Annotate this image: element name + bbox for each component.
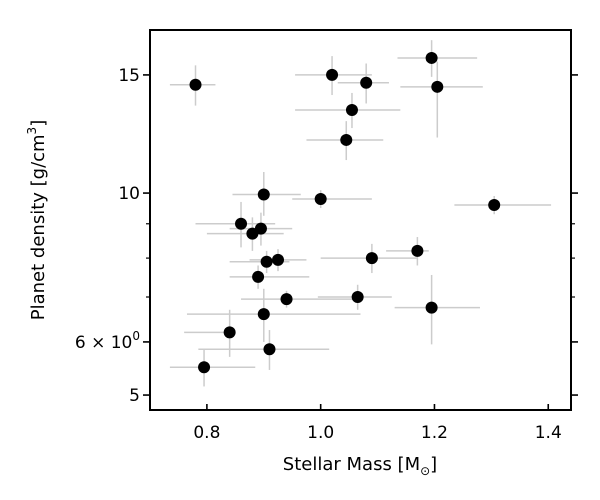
data-point-10 xyxy=(488,198,501,211)
errorbar-20 xyxy=(241,290,361,308)
errorbar-21 xyxy=(394,274,480,345)
data-point-19 xyxy=(351,291,364,304)
errorbar-10 xyxy=(454,195,552,215)
data-point-14 xyxy=(411,244,424,257)
errorbar-18 xyxy=(229,265,310,289)
y-tick-label: 6 × 100 xyxy=(75,329,140,353)
data-point-25 xyxy=(198,361,211,374)
data-point-17 xyxy=(260,255,273,268)
data-point-2 xyxy=(326,68,339,81)
y-tick-label: 15 xyxy=(118,66,140,86)
data-point-18 xyxy=(252,270,265,283)
x-tick-label: 1.2 xyxy=(421,423,448,443)
y-tick-label: 5 xyxy=(129,386,140,406)
errorbar-9 xyxy=(292,190,372,209)
errorbar-25 xyxy=(169,349,256,387)
tick-labels: 0.8 1.0 1.2 1.4 5 6 × 100 10 15 xyxy=(75,66,562,443)
y-axis-label: Planet density [g/cm3] xyxy=(25,120,49,320)
data-point-1 xyxy=(189,78,202,91)
x-axis-label: Stellar Mass [M⊙] xyxy=(283,454,437,478)
data-point-9 xyxy=(314,192,327,205)
errorbar-5 xyxy=(400,61,483,138)
data-point-3 xyxy=(360,76,373,89)
data-point-16 xyxy=(272,253,285,266)
data-point-layer xyxy=(189,51,501,374)
plot-frame xyxy=(149,29,572,411)
data-point-24 xyxy=(263,343,276,356)
data-point-8 xyxy=(257,188,270,201)
data-point-22 xyxy=(257,308,270,321)
x-tick-label: 1.0 xyxy=(307,423,334,443)
data-point-6 xyxy=(345,103,358,116)
data-point-15 xyxy=(365,252,378,265)
data-point-23 xyxy=(223,326,236,339)
data-point-21 xyxy=(425,301,438,314)
data-point-4 xyxy=(425,51,438,64)
x-tick-label: 1.4 xyxy=(535,423,562,443)
data-point-5 xyxy=(431,80,444,93)
data-point-11 xyxy=(235,217,248,230)
x-tick-label: 0.8 xyxy=(193,423,220,443)
data-point-13 xyxy=(246,227,259,240)
axis-ticks xyxy=(143,74,578,410)
data-point-7 xyxy=(340,133,353,146)
y-tick-label: 10 xyxy=(118,184,140,204)
data-point-20 xyxy=(280,293,293,306)
